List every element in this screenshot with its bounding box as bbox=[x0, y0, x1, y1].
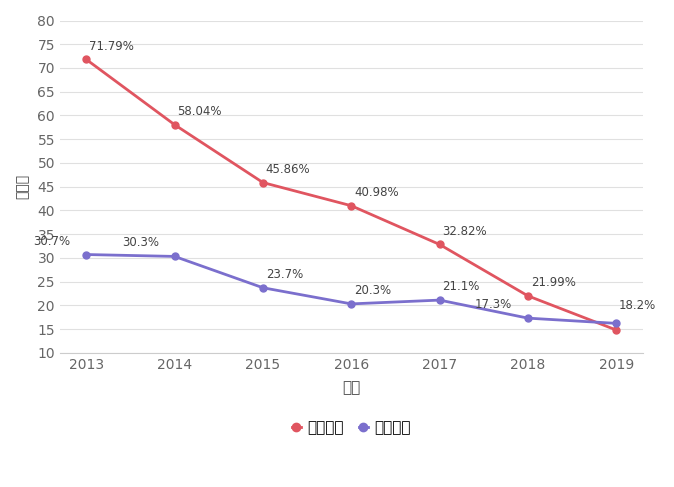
Y-axis label: 继读率: 继读率 bbox=[15, 174, 29, 199]
Text: 32.82%: 32.82% bbox=[442, 225, 487, 238]
Legend: 北京大学, 清华大学: 北京大学, 清华大学 bbox=[286, 413, 417, 441]
北京大学 bbox=[347, 203, 355, 208]
清华大学 bbox=[612, 320, 620, 326]
Line: 北京大学: 北京大学 bbox=[83, 56, 619, 334]
北京大学 bbox=[82, 56, 90, 62]
清华大学 bbox=[82, 252, 90, 258]
Text: 17.3%: 17.3% bbox=[475, 298, 512, 311]
清华大学 bbox=[347, 301, 355, 307]
Text: 45.86%: 45.86% bbox=[266, 163, 310, 176]
北京大学 bbox=[524, 293, 532, 299]
Text: 23.7%: 23.7% bbox=[266, 268, 303, 281]
北京大学 bbox=[612, 327, 620, 333]
Text: 30.7%: 30.7% bbox=[34, 235, 71, 247]
Text: 18.2%: 18.2% bbox=[619, 299, 656, 312]
Text: 30.3%: 30.3% bbox=[122, 237, 159, 249]
清华大学 bbox=[435, 297, 443, 303]
Line: 清华大学: 清华大学 bbox=[83, 251, 619, 327]
北京大学 bbox=[259, 180, 267, 186]
清华大学 bbox=[259, 285, 267, 291]
北京大学 bbox=[171, 122, 179, 128]
Text: 40.98%: 40.98% bbox=[354, 186, 398, 199]
北京大学 bbox=[435, 242, 443, 247]
Text: 21.99%: 21.99% bbox=[530, 276, 576, 289]
清华大学 bbox=[171, 254, 179, 260]
X-axis label: 年份: 年份 bbox=[342, 380, 361, 395]
Text: 21.1%: 21.1% bbox=[442, 280, 480, 293]
Text: 58.04%: 58.04% bbox=[177, 105, 222, 118]
清华大学 bbox=[524, 315, 532, 321]
Text: 71.79%: 71.79% bbox=[89, 39, 134, 53]
Text: 20.3%: 20.3% bbox=[354, 284, 391, 297]
